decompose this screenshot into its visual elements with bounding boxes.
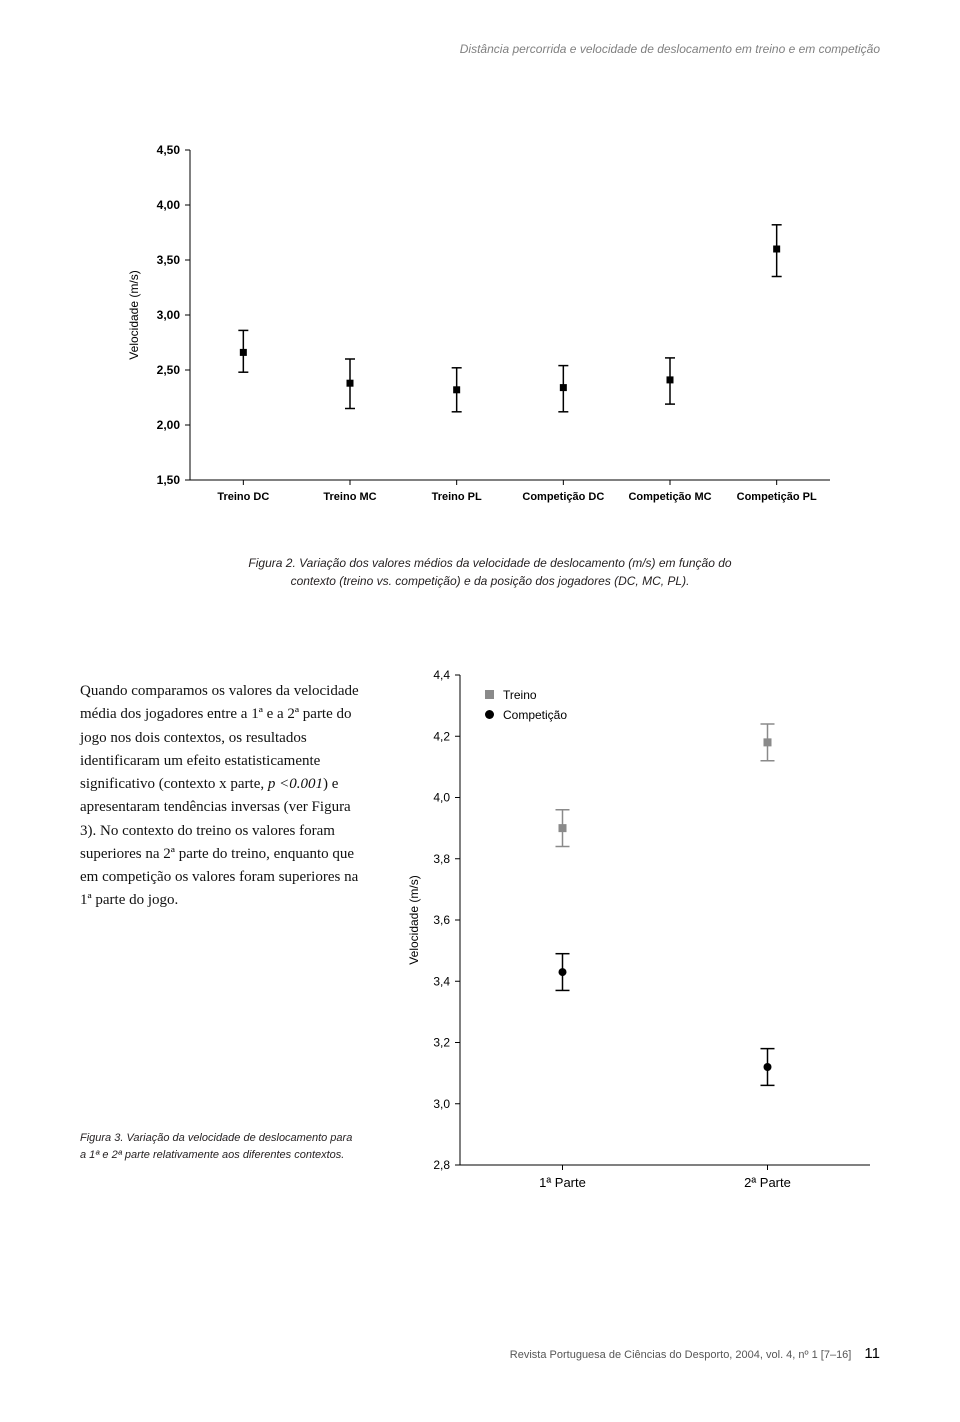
svg-text:3,4: 3,4 (433, 974, 450, 988)
svg-text:Treino PL: Treino PL (432, 491, 482, 503)
body-paragraph: Quando comparamos os valores da velocida… (80, 680, 360, 913)
svg-text:3,0: 3,0 (433, 1097, 450, 1111)
figure-2-caption: Figura 2. Variação dos valores médios da… (230, 554, 750, 590)
svg-text:2,8: 2,8 (433, 1158, 450, 1172)
page-number: 11 (864, 1345, 880, 1362)
svg-text:Velocidade (m/s): Velocidade (m/s) (127, 270, 141, 359)
svg-text:1,50: 1,50 (157, 473, 181, 487)
svg-text:4,2: 4,2 (433, 729, 450, 743)
svg-text:Velocidade (m/s): Velocidade (m/s) (407, 875, 421, 964)
svg-text:Treino: Treino (503, 688, 537, 702)
svg-text:2ª Parte: 2ª Parte (744, 1175, 791, 1190)
journal-citation: Revista Portuguesa de Ciências do Despor… (510, 1349, 852, 1361)
figure-3-caption: Figura 3. Variação da velocidade de desl… (80, 1130, 360, 1163)
svg-text:Treino MC: Treino MC (323, 491, 376, 503)
svg-text:4,4: 4,4 (433, 668, 450, 682)
body-stat: p <0.001 (268, 776, 323, 792)
figure-3-chart: 2,8 3,0 3,2 3,4 3,6 3,8 4,0 4,2 4,4 Velocidade (m… (400, 665, 880, 1205)
svg-text:4,00: 4,00 (157, 198, 181, 212)
svg-text:2,00: 2,00 (157, 418, 181, 432)
svg-text:3,2: 3,2 (433, 1036, 450, 1050)
page-footer: Revista Portuguesa de Ciências do Despor… (510, 1345, 880, 1362)
svg-text:Competição DC: Competição DC (522, 491, 604, 503)
figure-2-chart: 1,50 2,00 2,50 3,00 3,50 4,00 4,50 Velocidade (… (120, 140, 840, 520)
running-header: Distância percorrida e velocidade de des… (80, 42, 880, 56)
svg-text:4,50: 4,50 (157, 143, 181, 157)
svg-text:3,50: 3,50 (157, 253, 181, 267)
svg-text:Treino DC: Treino DC (217, 491, 269, 503)
svg-text:4,0: 4,0 (433, 791, 450, 805)
svg-text:1ª Parte: 1ª Parte (539, 1175, 586, 1190)
svg-text:3,6: 3,6 (433, 913, 450, 927)
svg-text:2,50: 2,50 (157, 363, 181, 377)
svg-text:Competição: Competição (503, 708, 567, 722)
svg-text:Competição MC: Competição MC (628, 491, 711, 503)
body-text-2: ) e apresentaram tendências inversas (ve… (80, 776, 358, 908)
svg-text:Competição PL: Competição PL (737, 491, 817, 503)
svg-text:3,8: 3,8 (433, 852, 450, 866)
svg-text:3,00: 3,00 (157, 308, 181, 322)
